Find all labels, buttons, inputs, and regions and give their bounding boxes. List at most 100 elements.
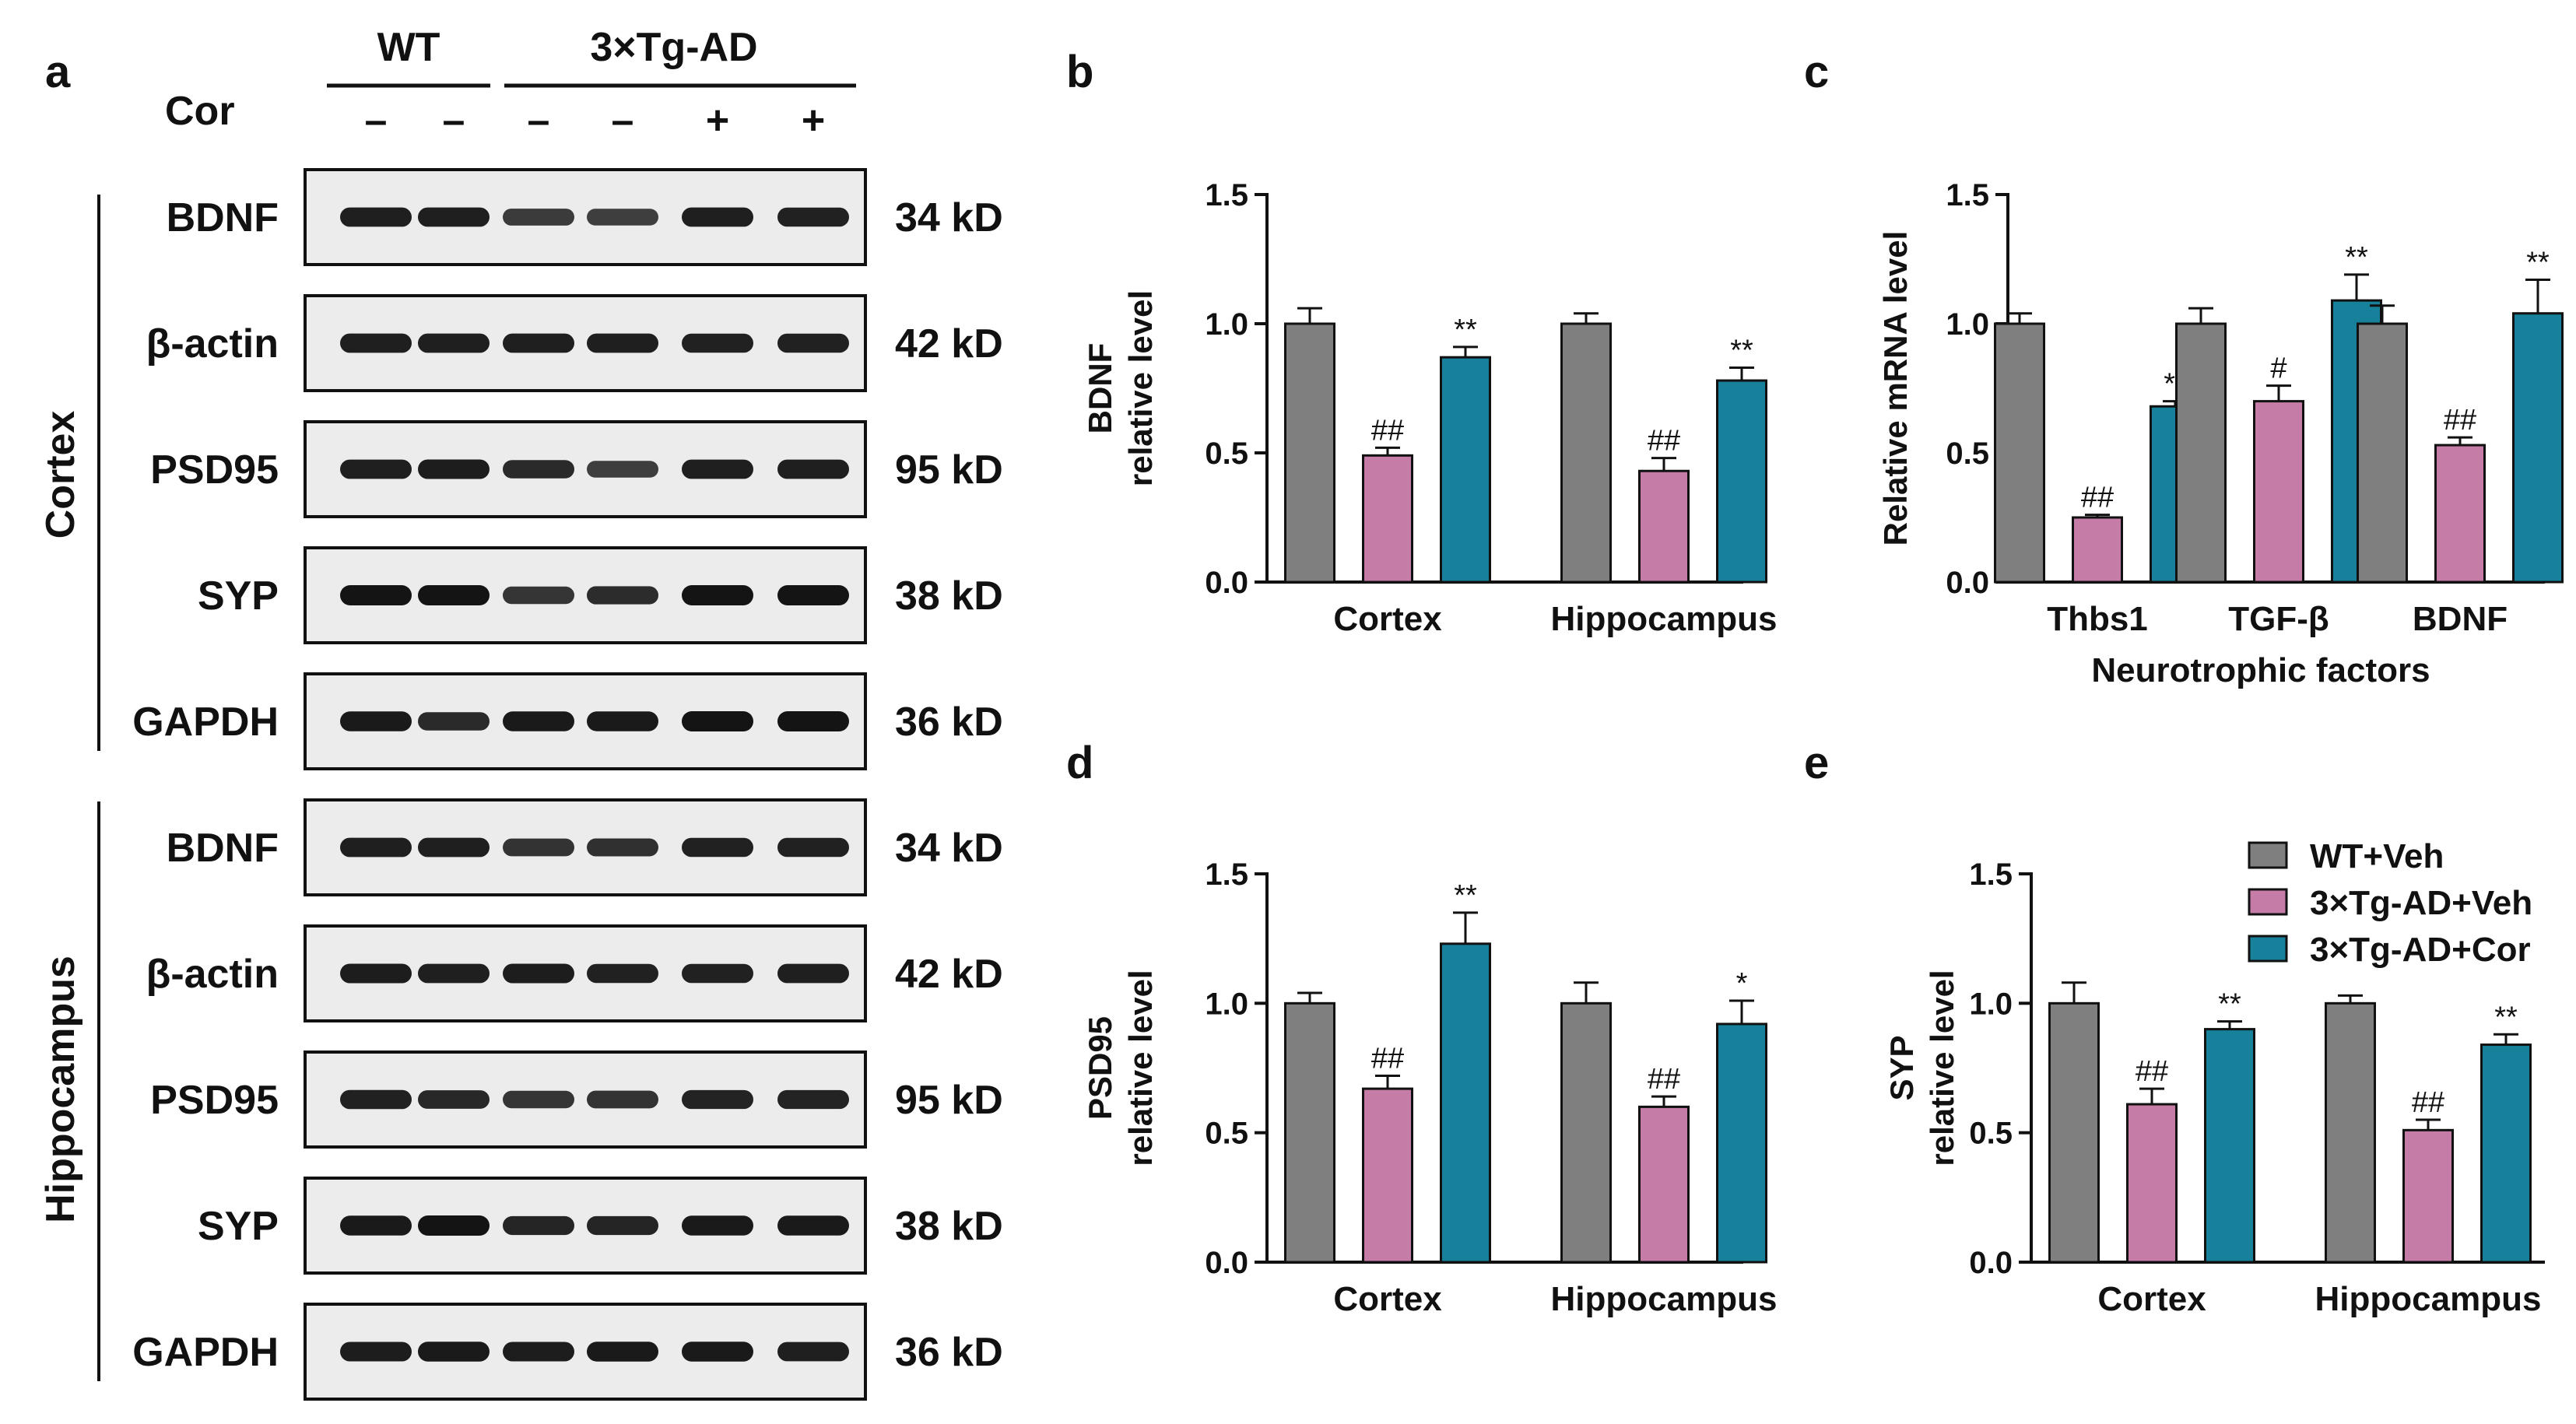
- band-lane-2: [418, 712, 490, 731]
- bar-3-tg-ad-veh-cortex: [1362, 1087, 1413, 1264]
- group-label-ad: 3×Tg-AD: [590, 25, 757, 70]
- category-label-thbs1: Thbs1: [2047, 600, 2148, 638]
- band-lane-3: [503, 1215, 574, 1236]
- significance-3-tg-ad-cor-cortex: **: [1454, 314, 1477, 346]
- y-tick-label: 0.5: [1969, 1117, 2013, 1151]
- bar-wt-veh-cortex: [2048, 1001, 2100, 1264]
- band-lane-5: [682, 1215, 753, 1236]
- molecular-weight-label: 95 kD: [895, 1078, 1003, 1123]
- y-tick-label: 1.0: [1205, 987, 1248, 1021]
- treatment-sign-lane-2: –: [443, 98, 465, 143]
- protein-label: BDNF: [167, 826, 279, 871]
- bar-3-tg-ad-cor-bdnf: [2512, 312, 2564, 584]
- significance-3-tg-ad-veh-tgf: #: [2270, 352, 2286, 385]
- protein-label: β-actin: [146, 952, 279, 997]
- band-lane-4: [587, 963, 658, 984]
- blot-row-gapdh-5: GAPDH 36 kD: [132, 672, 1003, 770]
- band-lane-4: [587, 838, 658, 857]
- x-axis-label: Neurotrophic factors: [2091, 651, 2430, 689]
- band-lane-4: [587, 1090, 658, 1109]
- molecular-weight-label: 38 kD: [895, 573, 1003, 619]
- y-axis-label: PSD95: [1082, 1016, 1118, 1120]
- chart-neurotrophic-mrna: 0.0 0.5 1.0 1.5 Relative mRNA level ## ** Thbs1…: [1877, 178, 2564, 689]
- bar-3-tg-ad-veh-hippocampus: [1638, 1105, 1690, 1264]
- band-lane-5: [682, 333, 753, 353]
- bar-wt-veh-hippocampus: [1560, 1001, 1612, 1264]
- chart-syp-protein: 0.0 0.5 1.0 1.5 SYP relative level ## ** Cortex #…: [1883, 858, 2545, 1318]
- treatment-sign-lane-1: –: [365, 98, 388, 143]
- molecular-weight-label: 42 kD: [895, 321, 1003, 367]
- band-lane-6: [777, 585, 849, 605]
- molecular-weight-label: 36 kD: [895, 1330, 1003, 1375]
- y-axis-label: relative level: [1122, 970, 1159, 1166]
- band-lane-2: [418, 1090, 490, 1109]
- y-tick-label: 0.0: [1205, 1246, 1248, 1280]
- band-lane-3: [503, 838, 574, 857]
- significance-3-tg-ad-cor-hippocampus: **: [1730, 334, 1753, 367]
- molecular-weight-label: 95 kD: [895, 447, 1003, 493]
- band-lane-2: [418, 837, 490, 858]
- category-label-hippocampus: Hippocampus: [2315, 1280, 2542, 1318]
- band-lane-1: [340, 585, 412, 605]
- band-lane-4: [587, 1215, 658, 1236]
- band-lane-2: [418, 333, 490, 353]
- category-label-cortex: Cortex: [2097, 1280, 2206, 1318]
- y-tick-label: 0.5: [1205, 437, 1248, 471]
- bar-wt-veh-bdnf: [2357, 322, 2408, 584]
- bar-3-tg-ad-cor-hippocampus: [2480, 1043, 2532, 1264]
- y-tick-label: 0.0: [1969, 1246, 2013, 1280]
- band-lane-3: [503, 209, 574, 226]
- protein-label: β-actin: [146, 321, 279, 367]
- western-blot-panel: WT 3×Tg-AD Cor – – – – + + BDNF 34 kD β-actin 42…: [38, 25, 1003, 1401]
- band-lane-6: [777, 963, 849, 984]
- blot-row-bdnf-6: BDNF 34 kD: [167, 798, 1003, 896]
- band-lane-4: [587, 209, 658, 226]
- significance-3-tg-ad-cor-hippocampus: *: [1736, 967, 1748, 1000]
- significance-3-tg-ad-cor-hippocampus: **: [2494, 1001, 2518, 1033]
- band-lane-1: [340, 1342, 412, 1362]
- band-lane-3: [503, 711, 574, 731]
- band-lane-3: [503, 460, 574, 479]
- band-lane-5: [682, 1089, 753, 1110]
- y-axis-label: relative level: [1122, 290, 1159, 486]
- protein-label: BDNF: [167, 195, 279, 240]
- band-lane-3: [503, 333, 574, 353]
- bar-wt-veh-thbs1: [1994, 322, 2045, 584]
- molecular-weight-label: 34 kD: [895, 826, 1003, 871]
- blot-row-bdnf-1: BDNF 34 kD: [167, 168, 1003, 266]
- bar-3-tg-ad-cor-cortex: [1440, 942, 1491, 1264]
- blot-rows: BDNF 34 kD β-actin 42 kD PSD95 95 kD SYP 38 kD G…: [132, 168, 1003, 1401]
- band-lane-4: [587, 461, 658, 478]
- molecular-weight-label: 42 kD: [895, 952, 1003, 997]
- band-lane-6: [777, 711, 849, 731]
- band-lane-1: [340, 837, 412, 858]
- band-lane-1: [340, 333, 412, 353]
- blot-row-psd95-3: PSD95 95 kD: [150, 420, 1003, 518]
- band-lane-2: [418, 963, 490, 984]
- treatment-sign-lane-4: –: [612, 98, 634, 143]
- band-lane-1: [340, 1089, 412, 1110]
- legend-swatch-ad-veh: [2248, 888, 2288, 916]
- band-lane-4: [587, 711, 658, 731]
- band-lane-6: [777, 1342, 849, 1362]
- significance-3-tg-ad-veh-hippocampus: ##: [1648, 1063, 1680, 1096]
- band-lane-5: [682, 207, 753, 227]
- category-label-hippocampus: Hippocampus: [1551, 600, 1778, 638]
- region-label-cortex: Cortex: [38, 411, 83, 539]
- significance-3-tg-ad-veh-hippocampus: ##: [2412, 1086, 2444, 1119]
- category-label-cortex: Cortex: [1333, 1280, 1442, 1318]
- y-tick-label: 1.5: [1969, 858, 2013, 892]
- band-lane-1: [340, 711, 412, 731]
- blot-row-syp-4: SYP 38 kD: [198, 546, 1003, 644]
- treatment-sign-lane-6: +: [802, 98, 825, 143]
- band-lane-5: [682, 837, 753, 858]
- y-tick-label: 1.0: [1969, 987, 2013, 1021]
- significance-3-tg-ad-veh-thbs1: ##: [2081, 482, 2114, 514]
- molecular-weight-label: 38 kD: [895, 1204, 1003, 1249]
- panel-letter-b: b: [1066, 47, 1093, 97]
- protein-label: PSD95: [150, 1078, 279, 1123]
- band-lane-5: [682, 963, 753, 984]
- panel-letter-e: e: [1804, 738, 1829, 788]
- band-lane-6: [777, 459, 849, 479]
